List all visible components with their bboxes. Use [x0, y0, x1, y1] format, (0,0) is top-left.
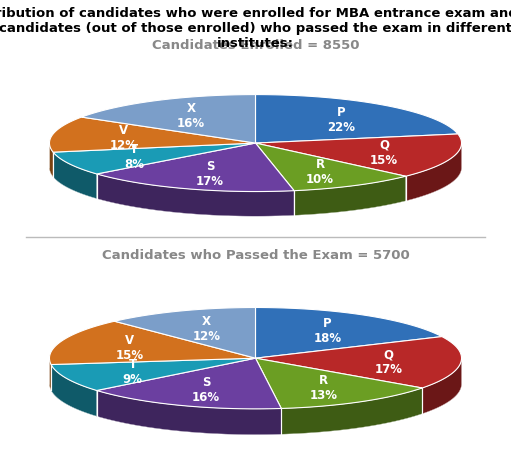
Polygon shape: [50, 322, 256, 365]
Text: X
12%: X 12%: [192, 314, 220, 342]
Text: S
17%: S 17%: [196, 159, 224, 188]
Polygon shape: [97, 391, 282, 435]
Text: X
16%: X 16%: [177, 102, 205, 130]
Text: P
18%: P 18%: [313, 317, 341, 345]
Text: Q
17%: Q 17%: [375, 347, 403, 376]
Text: Candidates Enrolled = 8550: Candidates Enrolled = 8550: [152, 39, 359, 52]
Polygon shape: [256, 337, 461, 388]
Polygon shape: [50, 118, 256, 153]
Text: R
10%: R 10%: [306, 158, 334, 185]
Polygon shape: [82, 95, 256, 144]
Polygon shape: [97, 175, 294, 217]
Text: R
13%: R 13%: [310, 373, 338, 401]
Polygon shape: [406, 144, 461, 201]
Text: T
9%: T 9%: [123, 357, 143, 386]
Polygon shape: [53, 144, 256, 175]
Polygon shape: [256, 135, 461, 177]
Text: Q
15%: Q 15%: [370, 139, 398, 167]
Polygon shape: [51, 358, 256, 391]
Polygon shape: [97, 358, 282, 409]
Polygon shape: [256, 358, 422, 408]
Polygon shape: [50, 358, 256, 390]
Polygon shape: [294, 177, 406, 216]
Polygon shape: [256, 308, 442, 358]
Polygon shape: [97, 358, 282, 435]
Polygon shape: [282, 388, 422, 435]
Polygon shape: [114, 308, 256, 358]
Polygon shape: [256, 358, 422, 435]
Polygon shape: [53, 144, 256, 199]
Polygon shape: [53, 153, 97, 199]
Polygon shape: [97, 144, 294, 217]
Polygon shape: [256, 358, 461, 414]
Text: V
12%: V 12%: [110, 124, 138, 152]
Polygon shape: [50, 144, 53, 178]
Polygon shape: [97, 144, 294, 192]
Text: Candidates who Passed the Exam = 5700: Candidates who Passed the Exam = 5700: [102, 249, 409, 262]
Polygon shape: [256, 144, 461, 201]
Polygon shape: [256, 144, 406, 216]
Text: S
16%: S 16%: [192, 375, 220, 403]
Polygon shape: [50, 359, 51, 390]
Text: T
8%: T 8%: [124, 143, 144, 171]
Text: P
22%: P 22%: [327, 106, 355, 133]
Polygon shape: [256, 95, 458, 144]
Polygon shape: [50, 144, 256, 178]
Polygon shape: [256, 144, 406, 191]
Text: V
15%: V 15%: [115, 333, 144, 361]
Polygon shape: [422, 359, 461, 414]
Polygon shape: [51, 365, 97, 416]
Polygon shape: [51, 358, 256, 416]
Text: Distribution of candidates who were enrolled for MBA entrance exam and the
candi: Distribution of candidates who were enro…: [0, 7, 511, 50]
